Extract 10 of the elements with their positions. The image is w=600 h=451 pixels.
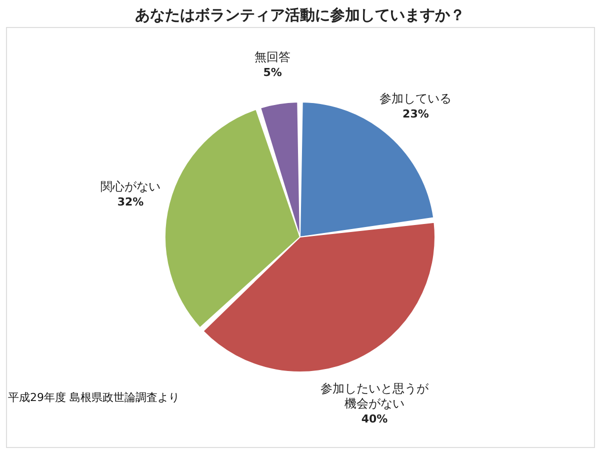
data-label: 5% <box>263 66 282 80</box>
slice-label: 参加している <box>380 92 452 106</box>
slice-label: 関心がない <box>100 179 160 194</box>
slice-label: 参加したいと思うが機会がない <box>320 381 430 410</box>
data-label: 40% <box>361 412 388 426</box>
data-label: 23% <box>402 108 429 121</box>
text: 平成29年度 島根県政世論調査より <box>8 391 180 404</box>
chart-title: あなたはボランティア活動に参加していますか？ <box>135 6 465 24</box>
data-label: 32% <box>117 195 144 208</box>
slice-label: 無回答 <box>254 50 291 64</box>
